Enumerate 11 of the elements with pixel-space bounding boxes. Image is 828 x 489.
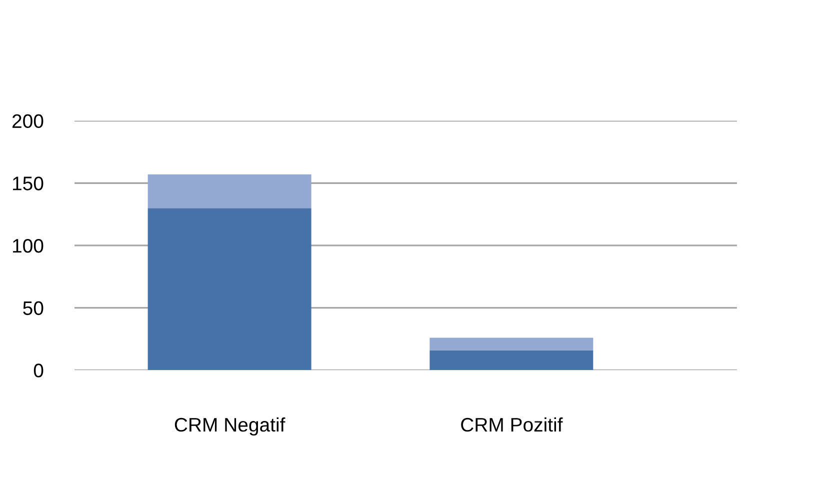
bar <box>430 338 594 350</box>
x-tick-label: CRM Pozitif <box>461 417 563 432</box>
bar <box>148 174 312 208</box>
y-tick-label: 50 <box>23 301 44 316</box>
x-tick-label: CRM Negatif <box>174 417 286 436</box>
bar <box>148 208 312 370</box>
y-tick-label: 100 <box>13 238 44 253</box>
y-tick-label: 0 <box>34 364 44 378</box>
y-tick-label: 200 <box>12 114 44 128</box>
y-tick-label: 150 <box>13 176 44 190</box>
bar <box>430 350 594 370</box>
